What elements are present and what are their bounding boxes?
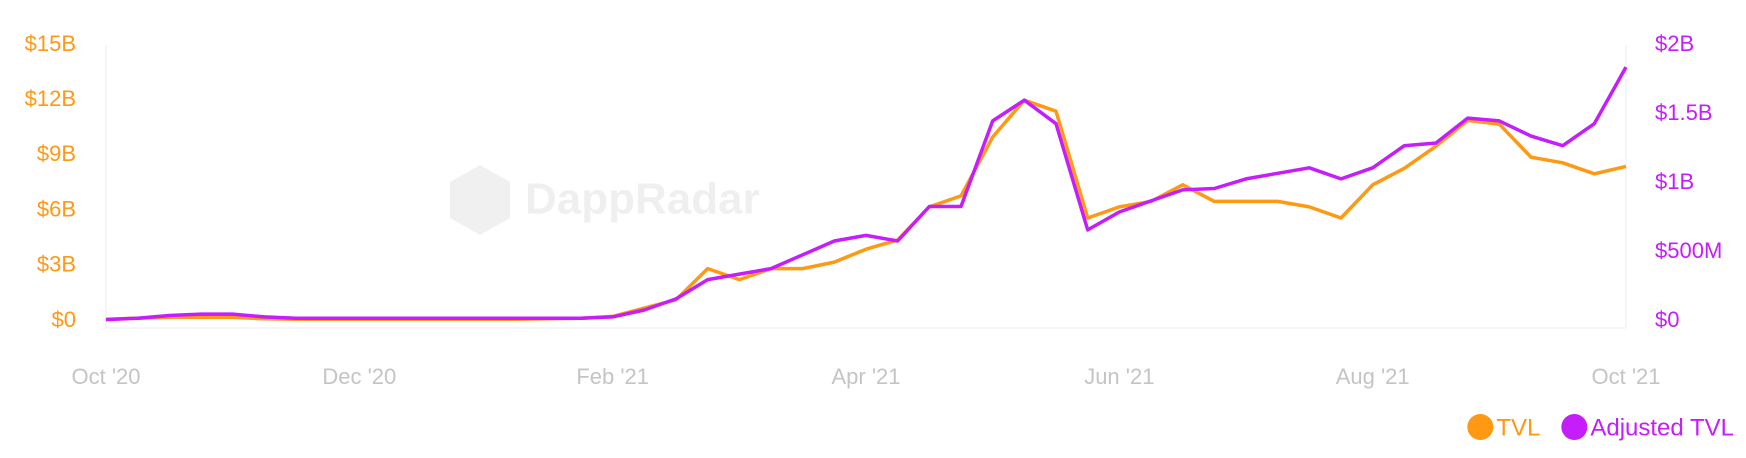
series-line [105, 98, 1627, 321]
legend-swatch [1467, 414, 1494, 440]
x-tick-label: Aug '21 [1336, 364, 1410, 389]
y-tick-label: $0 [52, 307, 76, 332]
y2-tick-label: $1.5B [1655, 100, 1713, 125]
series-line [105, 66, 1628, 322]
x-tick-label: Oct '21 [1591, 364, 1660, 389]
y-tick-label: $3B [37, 252, 76, 277]
watermark: DappRadar [525, 175, 760, 224]
y2-tick-label: $0 [1655, 307, 1679, 332]
x-tick-label: Dec '20 [322, 364, 396, 389]
y2-tick-label: $500M [1655, 238, 1722, 263]
x-tick-label: Feb '21 [576, 364, 649, 389]
watermark-logo [450, 165, 510, 235]
x-tick-label: Jun '21 [1084, 364, 1154, 389]
legend-swatch [1561, 414, 1588, 440]
legend-label: TVL [1496, 414, 1540, 441]
y-tick-label: $9B [37, 141, 76, 166]
y-tick-label: $6B [37, 196, 76, 221]
y2-tick-label: $2B [1655, 31, 1694, 56]
y2-tick-label: $1B [1655, 169, 1694, 194]
y-tick-label: $12B [25, 86, 76, 111]
x-tick-label: Oct '20 [71, 364, 140, 389]
x-tick-label: Apr '21 [831, 364, 900, 389]
y-tick-label: $15B [25, 31, 76, 56]
legend-label: Adjusted TVL [1590, 414, 1734, 441]
